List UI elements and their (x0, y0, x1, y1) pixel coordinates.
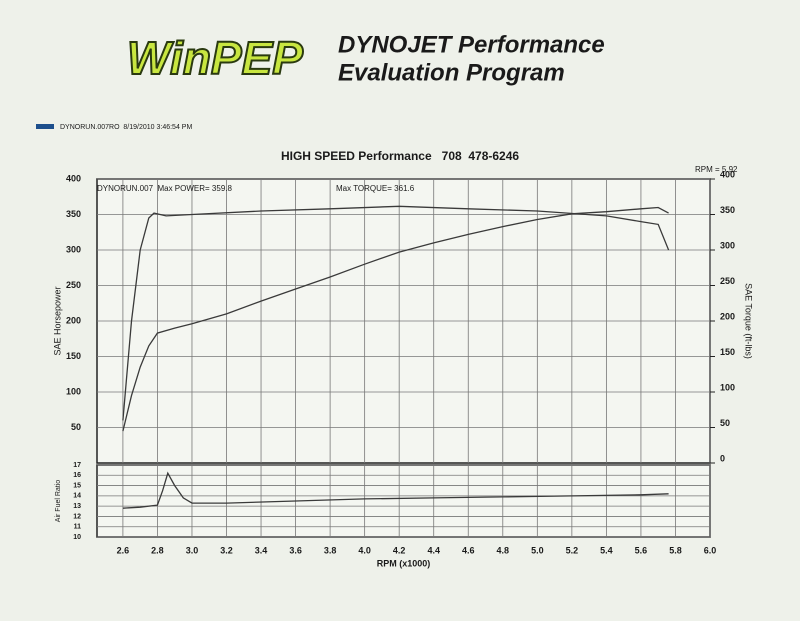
y2-axis-label: SAE Torque (ft-lbs) (744, 283, 754, 359)
series-line (122, 206, 669, 432)
x-tick-label: 2.6 (117, 545, 130, 555)
x-tick-label: 2.8 (151, 545, 164, 555)
annotation: DYNORUN.007 Max POWER= 359.8 (97, 184, 232, 193)
x-tick-label: 5.6 (635, 545, 648, 555)
x-tick-label: 3.2 (220, 545, 233, 555)
x-tick-label: 3.8 (324, 545, 337, 555)
y-tick-label: 250 (66, 280, 81, 290)
header-line1: DYNOJET Performance (338, 31, 605, 58)
y-axis-label: SAE Horsepower (52, 286, 62, 355)
y-tick-label: 100 (66, 386, 81, 396)
x-tick-label: 4.8 (497, 545, 510, 555)
y-tick-label: 400 (66, 173, 81, 183)
series-line (122, 471, 669, 509)
y-tick-label: 150 (66, 351, 81, 361)
x-tick-label: 6.0 (704, 545, 717, 555)
y2-tick-label: 250 (720, 276, 735, 286)
y2-tick-label: 400 (720, 169, 735, 179)
y2-tick-label: 350 (720, 205, 735, 215)
y-tick-label: 350 (66, 209, 81, 219)
y-tick-label: 50 (71, 422, 81, 432)
header-line2: Evaluation Program (338, 59, 565, 86)
x-tick-label: 3.4 (255, 545, 268, 555)
y2-tick-label: 300 (720, 240, 735, 250)
x-tick-label: 4.6 (462, 545, 475, 555)
y-tick-label: 12 (73, 513, 81, 520)
annotation: Max TORQUE= 361.6 (336, 184, 415, 193)
y2-tick-label: 50 (720, 418, 730, 428)
y-tick-label: 16 (73, 472, 81, 479)
y-tick-label: 300 (66, 244, 81, 254)
y2-tick-label: 0 (720, 453, 725, 463)
x-tick-label: 5.2 (566, 545, 579, 555)
x-axis-label: RPM (x1000) (377, 558, 431, 568)
y-tick-label: 11 (74, 524, 82, 531)
logo: WinPEP (127, 32, 303, 84)
x-tick-label: 5.4 (600, 545, 613, 555)
annotation: RPM = 5.92 (695, 165, 738, 174)
x-tick-label: 5.8 (669, 545, 682, 555)
x-tick-label: 4.2 (393, 545, 406, 555)
y-axis-label: Air Fuel Ratio (55, 480, 62, 523)
y-tick-label: 10 (73, 534, 81, 541)
legend-label: DYNORUN.007RO 8/19/2010 3:46:54 PM (60, 124, 192, 131)
x-tick-label: 3.0 (186, 545, 199, 555)
y2-tick-label: 150 (720, 347, 735, 357)
y-tick-label: 15 (73, 482, 81, 489)
y2-tick-label: 200 (720, 311, 735, 321)
plot-area (96, 464, 711, 538)
x-tick-label: 4.4 (427, 545, 440, 555)
y-tick-label: 200 (66, 315, 81, 325)
x-tick-label: 3.6 (289, 545, 302, 555)
series-line (122, 205, 670, 421)
y2-tick-label: 100 (720, 382, 735, 392)
chart-title: HIGH SPEED Performance 708 478-6246 (281, 149, 519, 163)
x-tick-label: 5.0 (531, 545, 544, 555)
y-tick-label: 14 (73, 493, 81, 500)
y-tick-label: 13 (73, 503, 81, 510)
y-tick-label: 17 (73, 462, 81, 469)
x-tick-label: 4.0 (358, 545, 371, 555)
legend-swatch (36, 124, 54, 129)
